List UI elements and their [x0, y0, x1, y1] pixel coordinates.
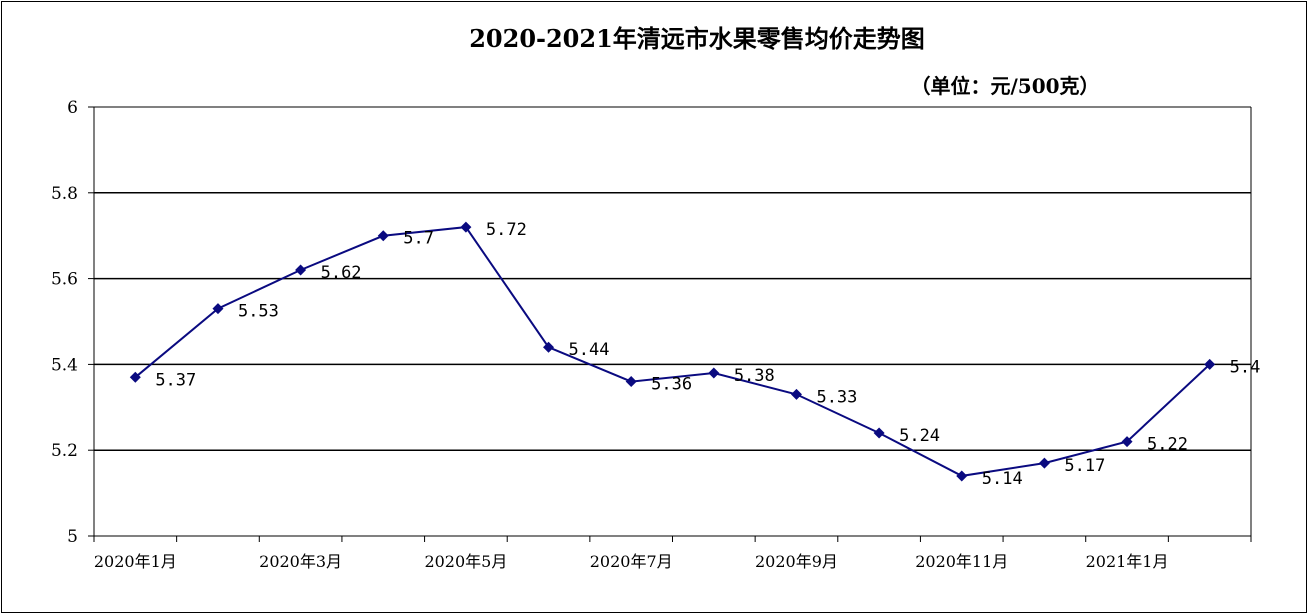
- y-tick-label: 5: [67, 527, 78, 547]
- data-label: 5.33: [816, 387, 857, 407]
- y-tick-label: 5.8: [51, 184, 78, 204]
- data-label: 5.38: [734, 366, 775, 386]
- data-point-marker: [212, 303, 224, 315]
- gridlines: [94, 106, 1252, 536]
- x-tick-label: 2021年1月: [1086, 552, 1169, 571]
- x-tick-labels: 2020年1月 2020年3月 2020年5月 2020年7月 2020年9月 2020年…: [94, 552, 1169, 571]
- data-label: 5.4: [1230, 357, 1261, 377]
- data-label: 5.44: [569, 340, 610, 360]
- y-tick-labels: 5 5.2 5.4 5.6 5.8 6: [51, 98, 78, 547]
- x-tick-label: 2020年7月: [590, 552, 673, 571]
- data-label: 5.24: [899, 426, 940, 446]
- data-label: 5.37: [155, 370, 196, 390]
- y-tick-label: 5.6: [51, 270, 78, 290]
- axes: [88, 106, 1252, 542]
- data-point-marker: [1121, 436, 1133, 448]
- data-point-marker: [625, 376, 637, 388]
- data-label: 5.72: [486, 220, 527, 240]
- data-label: 5.22: [1147, 435, 1188, 455]
- x-tick-label: 2020年5月: [424, 552, 507, 571]
- data-label: 5.14: [982, 469, 1023, 489]
- unit-label: （单位：元/500克）: [910, 74, 1099, 98]
- data-point-marker: [708, 367, 720, 379]
- data-label: 5.36: [651, 375, 692, 395]
- data-point-marker: [1038, 457, 1050, 469]
- data-point-marker: [956, 470, 968, 482]
- data-label: 5.53: [238, 302, 279, 322]
- data-point-marker: [129, 371, 141, 383]
- chart-title: 2020-2021年清远市水果零售均价走势图: [469, 24, 925, 53]
- x-tick-label: 2020年11月: [915, 552, 1008, 571]
- series-line-layer: [129, 221, 1216, 482]
- y-tick-label: 6: [67, 98, 78, 118]
- data-point-marker: [295, 264, 307, 276]
- x-tick-label: 2020年3月: [259, 552, 342, 571]
- data-label: 5.7: [403, 229, 434, 249]
- x-tick-label: 2020年1月: [94, 552, 177, 571]
- data-point-marker: [377, 230, 389, 242]
- y-tick-label: 5.4: [51, 355, 78, 375]
- data-label: 5.62: [321, 263, 362, 283]
- data-point-marker: [790, 388, 802, 400]
- series-line: [134, 226, 1211, 477]
- data-labels: 5.37 5.53 5.62 5.7 5.72 5.44 5.36 5.38 5.33 5.24 5…: [155, 220, 1260, 489]
- y-tick-label: 5.2: [51, 441, 78, 461]
- data-point-marker: [543, 341, 555, 353]
- x-tick-label: 2020年9月: [755, 552, 838, 571]
- data-point-marker: [460, 221, 472, 233]
- data-point-marker: [873, 427, 885, 439]
- data-label: 5.17: [1064, 456, 1105, 476]
- data-point-marker: [1204, 358, 1216, 370]
